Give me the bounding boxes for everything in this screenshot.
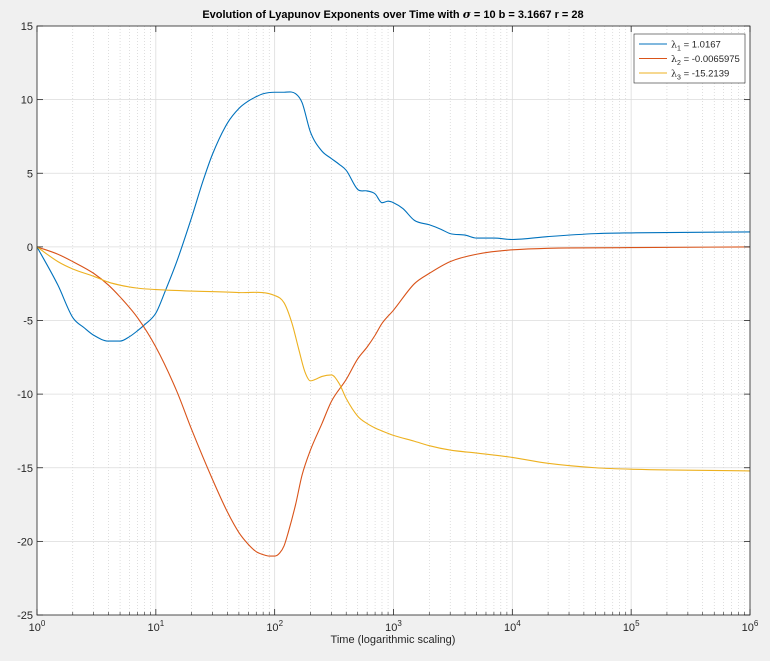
x-tick-label-exponent: 4 [516,619,521,628]
x-tick-label-base: 10 [742,622,754,634]
x-tick-label-base: 10 [29,622,41,634]
x-tick-label: 105 [623,619,640,634]
series-line-3 [36,246,751,472]
x-tick-label: 103 [385,619,402,634]
x-axis-label: Time (logarithmic scaling) [331,634,456,646]
x-tick-label: 106 [742,619,759,634]
x-tick-label-base: 10 [623,622,635,634]
x-tick-label-base: 10 [266,622,278,634]
legend-label-2: λ2 = -0.0065975 [671,54,740,67]
y-tick-label: 10 [21,95,33,107]
legend-subscript: 2 [677,60,681,67]
chart-title: Evolution of Lyapunov Exponents over Tim… [202,8,583,21]
y-tick-label: -5 [23,316,33,328]
x-tick-label-exponent: 1 [160,619,165,628]
legend-lambda-symbol: λ [671,69,677,80]
legend-lambda-symbol: λ [671,40,677,51]
x-tick-labels: 100 101 102 103 104 105 106 [29,619,759,634]
x-tick-label-exponent: 5 [635,619,640,628]
x-tick-label: 104 [504,619,521,634]
y-tick-label: -10 [17,389,33,401]
series-line-1 [36,91,751,342]
legend-lambda-symbol: λ [671,54,677,65]
legend-value: = -0.0065975 [681,54,740,65]
y-tick-label: 5 [27,168,33,180]
y-tick-label: -15 [17,463,33,475]
x-tick-label-exponent: 2 [279,619,284,628]
x-tick-label: 101 [147,619,164,634]
x-tick-label: 100 [29,619,46,634]
x-tick-label: 102 [266,619,283,634]
x-tick-label-base: 10 [385,622,397,634]
x-tick-label-exponent: 0 [41,619,46,628]
y-tick-label: -25 [17,610,33,622]
series-line-2 [36,246,751,557]
legend-value: = 1.0167 [681,40,721,51]
y-tick-label: 0 [27,242,33,254]
legend-label-1: λ1 = 1.0167 [671,40,721,53]
legend-label-3: λ3 = -15.2139 [671,69,729,82]
legend-value: = -15.2139 [681,69,729,80]
x-tick-label-base: 10 [147,622,159,634]
y-tick-label: 15 [21,21,33,33]
y-tick-labels: -25 -20 -15 -10 -5 0 5 10 15 [17,21,33,622]
tick-marks [36,25,751,616]
legend-subscript: 1 [677,46,681,53]
x-tick-label-exponent: 6 [754,619,759,628]
x-tick-label-base: 10 [504,622,516,634]
legend-subscript: 3 [677,75,681,82]
y-tick-label: -20 [17,536,33,548]
x-tick-label-exponent: 3 [397,619,402,628]
series-layer [36,91,751,557]
